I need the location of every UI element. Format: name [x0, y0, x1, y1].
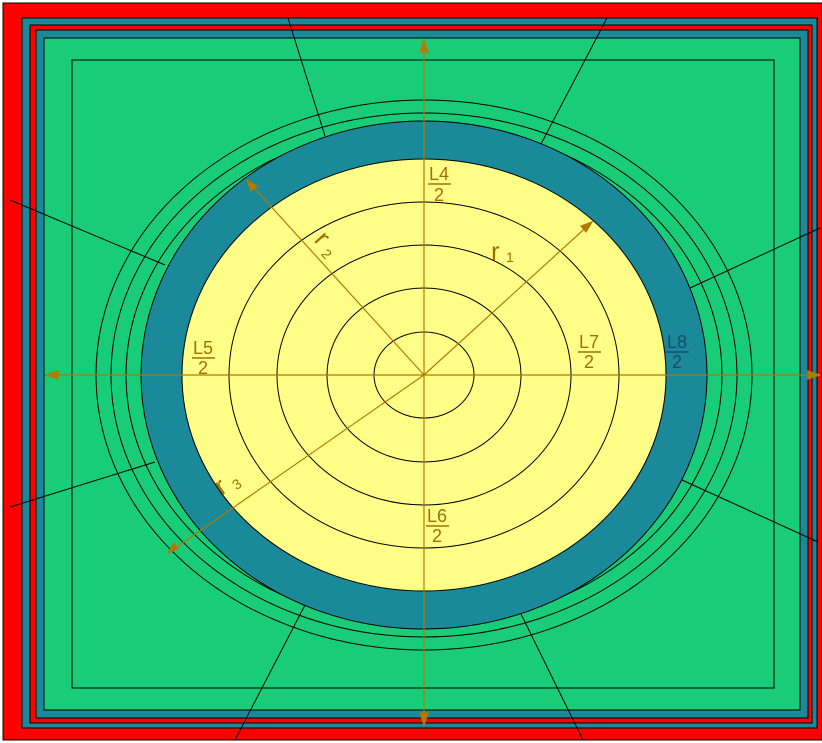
inner-green-frame	[71, 59, 775, 689]
label-l8-half: L8 2	[666, 332, 689, 372]
r1-letter: r	[491, 236, 500, 266]
label-l4-half: L4 2	[428, 164, 451, 205]
label-l6-half: L6 2	[426, 506, 449, 546]
l7-denominator: 2	[584, 352, 594, 372]
label-l7-half: L7 2	[578, 332, 601, 372]
l4-numerator: L4	[429, 164, 449, 184]
l8-numerator: L8	[667, 332, 687, 352]
l6-denominator: 2	[432, 526, 442, 546]
l8-denominator: 2	[672, 352, 682, 372]
r1-subscript: 1	[506, 249, 514, 265]
l5-numerator: L5	[193, 338, 213, 358]
label-r1: r 1	[491, 236, 514, 266]
l4-denominator: 2	[434, 185, 444, 205]
dimension-lines	[44, 38, 822, 727]
label-l5-half: L5 2	[192, 338, 215, 378]
l6-numerator: L6	[427, 506, 447, 526]
l7-numerator: L7	[579, 332, 599, 352]
l5-denominator: 2	[198, 358, 208, 378]
